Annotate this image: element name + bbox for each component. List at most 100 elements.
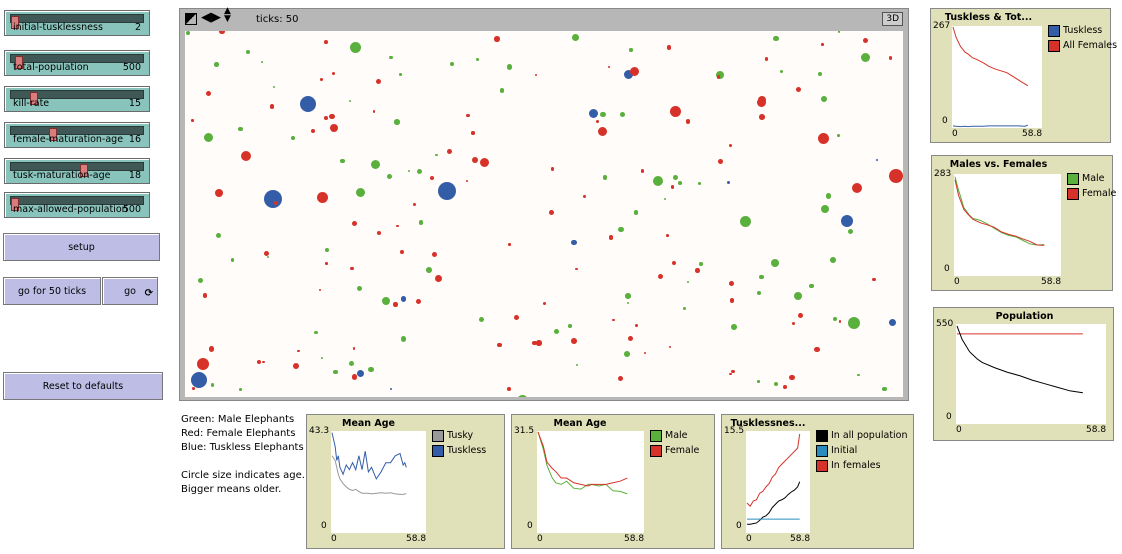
edit-shape-icon[interactable] — [185, 13, 197, 25]
male-elephant — [210, 382, 215, 387]
slider-label: tusk-maturation-age — [13, 170, 111, 181]
female-elephant — [716, 75, 720, 79]
male-elephant — [817, 71, 822, 76]
plot-title: Population — [995, 311, 1054, 322]
slider-handle[interactable] — [49, 128, 58, 141]
reset-to-defaults-button[interactable]: Reset to defaults — [3, 372, 163, 400]
female-elephant — [764, 57, 769, 61]
male-elephant — [399, 73, 402, 77]
female-elephant — [351, 374, 358, 380]
male-elephant — [825, 193, 832, 199]
slider-value: 2 — [134, 22, 141, 33]
world-canvas[interactable] — [185, 31, 903, 397]
female-elephant — [670, 185, 675, 190]
female-elephant — [617, 375, 624, 382]
slider-label: kill-rate — [13, 98, 50, 109]
go-for-50-ticks-button[interactable]: go for 50 ticks — [3, 277, 101, 305]
slider-value: 16 — [128, 134, 141, 145]
female-elephant — [797, 313, 803, 319]
female-elephant — [323, 39, 328, 44]
female-elephant — [729, 297, 735, 303]
legend-swatch — [816, 429, 828, 442]
resize-horizontal-icon[interactable]: ◀▶ — [201, 10, 221, 25]
y-max-tick: 550 — [936, 319, 954, 329]
series-line-all-females — [952, 26, 1029, 87]
female-elephant — [241, 151, 251, 161]
slider-kill-rate[interactable]: kill-rate 15 — [4, 86, 150, 112]
female-elephant — [872, 278, 876, 282]
legend-item: Tusky — [432, 428, 486, 443]
legend-item: Male — [1067, 171, 1116, 186]
legend-swatch — [650, 429, 662, 442]
male-elephant — [739, 215, 751, 227]
x-min-tick: 0 — [954, 277, 960, 287]
female-elephant — [497, 342, 502, 348]
female-elephant — [352, 347, 356, 351]
slider-initial-tusklessness[interactable]: initial-tusklessness 2 — [4, 10, 150, 36]
female-elephant — [329, 114, 335, 120]
female-elephant — [643, 351, 647, 355]
female-elephant — [627, 335, 633, 341]
slider-handle[interactable] — [80, 164, 89, 177]
slider-max-allowed-population[interactable]: max-allowed-population 500 — [4, 192, 150, 218]
x-min-tick: 0 — [952, 129, 958, 139]
female-elephant — [208, 346, 215, 352]
female-elephant — [297, 349, 301, 353]
male-elephant — [407, 170, 410, 173]
legend-item: Tuskless — [1048, 23, 1117, 38]
female-elephant — [640, 169, 644, 173]
female-elephant — [728, 280, 734, 286]
setup-button[interactable]: setup — [3, 233, 160, 261]
slider-tusk-maturation-age[interactable]: tusk-maturation-age 18 — [4, 158, 150, 184]
y-min-tick: 0 — [527, 521, 533, 531]
resize-vertical-icon[interactable]: ▲ ▼ — [224, 6, 231, 24]
y-max-tick: 283 — [934, 169, 952, 179]
female-elephant — [430, 175, 435, 180]
go-button[interactable]: go ⟳ — [102, 277, 158, 305]
slider-track[interactable] — [10, 162, 144, 177]
male-elephant — [633, 210, 639, 215]
tuskless-elephant — [438, 182, 456, 200]
male-elephant — [686, 281, 689, 284]
slider-track[interactable] — [10, 126, 144, 141]
male-elephant — [554, 329, 560, 335]
slider-handle[interactable] — [30, 92, 39, 105]
legend-note: Green: Male Elephants — [181, 414, 295, 425]
slider-handle[interactable] — [14, 56, 23, 69]
x-min-tick: 0 — [746, 534, 752, 544]
legend-item: Initial — [816, 443, 908, 458]
slider-track[interactable] — [10, 196, 144, 211]
x-max-tick: 58.8 — [624, 534, 645, 544]
slider-total-population[interactable]: total-population 500 — [4, 50, 150, 76]
legend-label: Male — [665, 430, 688, 441]
slider-track[interactable] — [10, 90, 144, 105]
legend-swatch — [432, 429, 444, 442]
slider-handle[interactable] — [11, 198, 19, 211]
3d-button[interactable]: 3D — [882, 12, 903, 26]
slider-label: max-allowed-population — [13, 204, 128, 215]
plot-legend: Tusky Tuskless — [432, 428, 486, 458]
tuskless-elephant — [191, 372, 207, 388]
legend-swatch — [816, 444, 828, 457]
slider-track[interactable] — [10, 54, 144, 69]
male-elephant — [516, 394, 528, 397]
slider-female-maturation-age[interactable]: female-maturation-age 16 — [4, 122, 150, 148]
female-elephant — [629, 66, 639, 76]
male-elephant — [603, 175, 608, 180]
male-elephant — [435, 153, 438, 157]
female-elephant — [669, 105, 681, 117]
plot-title: Mean Age — [342, 418, 395, 429]
slider-handle[interactable] — [11, 16, 19, 29]
legend-swatch — [1048, 39, 1060, 52]
y-min-tick: 0 — [946, 412, 952, 422]
slider-track[interactable] — [10, 14, 144, 29]
female-elephant — [377, 230, 382, 235]
male-elephant — [682, 307, 686, 311]
world-view: ◀▶ ▲ ▼ ticks: 50 3D — [179, 6, 909, 401]
male-elephant — [625, 293, 631, 299]
male-elephant — [203, 132, 213, 142]
legend-label: In all population — [831, 430, 908, 441]
female-elephant — [400, 250, 405, 255]
male-elephant — [355, 187, 365, 197]
slider-value: 18 — [128, 170, 141, 181]
